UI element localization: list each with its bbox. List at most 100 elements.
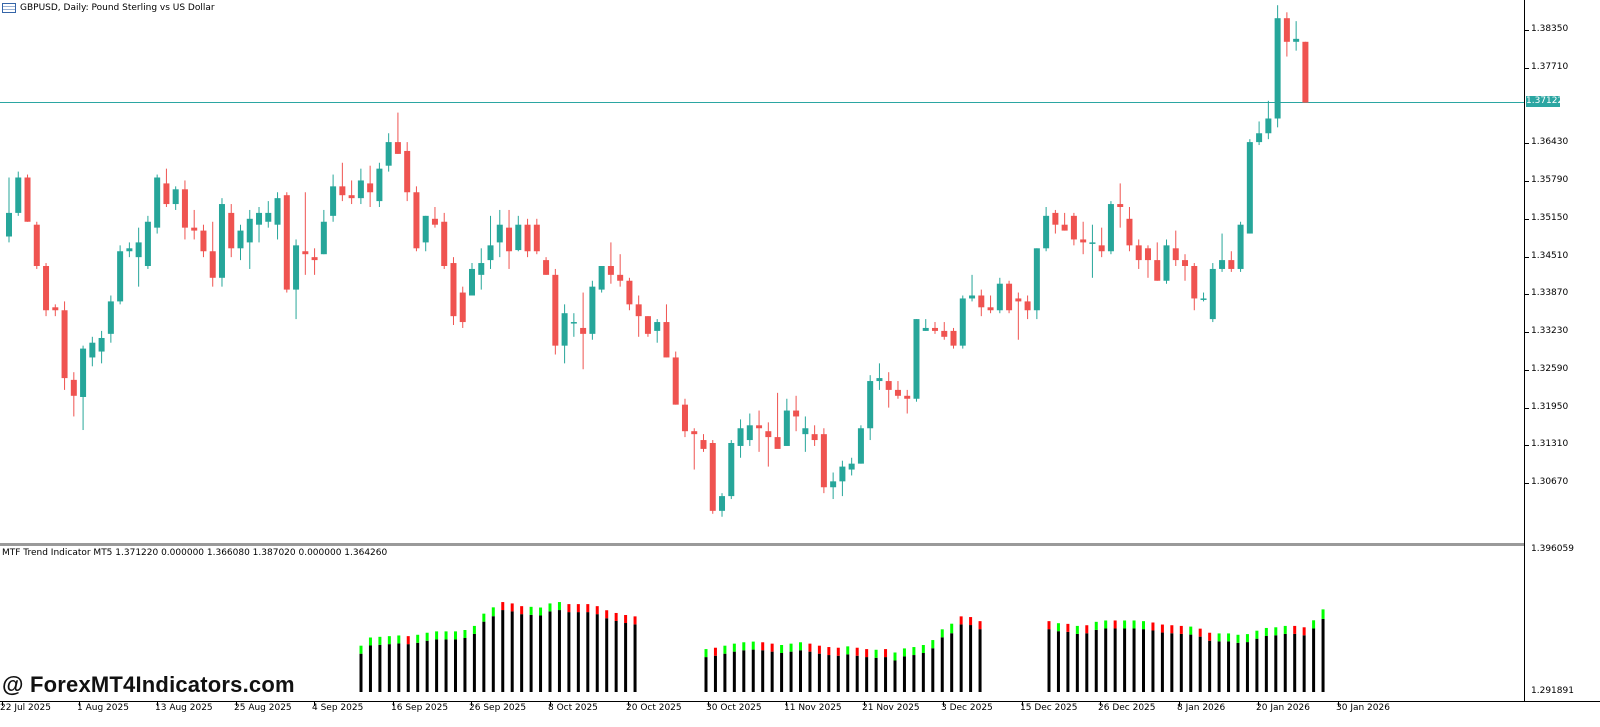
candle-bull[interactable] — [1237, 224, 1244, 269]
candle-bear[interactable] — [543, 260, 550, 275]
candle-bull[interactable] — [237, 230, 244, 249]
candle-bull[interactable] — [802, 428, 809, 435]
candle-bear[interactable] — [1080, 239, 1087, 243]
candle-bear[interactable] — [1024, 301, 1031, 311]
candle-bear[interactable] — [441, 221, 448, 266]
candle-bull[interactable] — [830, 481, 837, 488]
candle-bear[interactable] — [228, 212, 235, 249]
candle-bull[interactable] — [1256, 133, 1263, 143]
candle-bull[interactable] — [144, 221, 151, 266]
candle-bear[interactable] — [200, 230, 207, 252]
candle-bear[interactable] — [283, 195, 290, 290]
candle-bull[interactable] — [857, 428, 864, 464]
candle-bear[interactable] — [709, 443, 716, 511]
candle-bull[interactable] — [117, 251, 124, 302]
candle-bull[interactable] — [876, 378, 883, 382]
candle-bear[interactable] — [617, 274, 624, 281]
candle-bear[interactable] — [1283, 18, 1290, 42]
candle-bull[interactable] — [6, 212, 12, 237]
candle-bull[interactable] — [737, 428, 744, 446]
candle-bull[interactable] — [913, 319, 920, 399]
candle-bear[interactable] — [339, 186, 346, 196]
candle-bear[interactable] — [302, 251, 309, 255]
candle-bear[interactable] — [904, 395, 911, 399]
candle-bear[interactable] — [941, 330, 948, 337]
candle-bull[interactable] — [1265, 118, 1272, 134]
candle-bear[interactable] — [811, 434, 818, 441]
candle-bull[interactable] — [839, 466, 846, 482]
pane-separator[interactable] — [0, 543, 1600, 546]
candle-bull[interactable] — [1200, 298, 1207, 300]
candle-bear[interactable] — [404, 150, 411, 193]
candle-bear[interactable] — [691, 431, 698, 435]
candle-bear[interactable] — [552, 274, 559, 346]
candle-bull[interactable] — [246, 218, 253, 243]
candle-bull[interactable] — [867, 381, 874, 429]
candle-bull[interactable] — [589, 286, 596, 334]
candle-bear[interactable] — [978, 295, 985, 308]
candle-bear[interactable] — [644, 316, 651, 334]
candle-bear[interactable] — [1070, 215, 1077, 240]
candle-bear[interactable] — [1135, 245, 1142, 261]
candle-bull[interactable] — [1043, 215, 1050, 249]
candle-bear[interactable] — [756, 425, 763, 429]
candle-bull[interactable] — [385, 142, 392, 166]
candle-bull[interactable] — [515, 224, 522, 251]
candle-bear[interactable] — [580, 327, 587, 334]
candle-bull[interactable] — [107, 301, 114, 334]
candle-bull[interactable] — [135, 242, 142, 258]
candle-bull[interactable] — [218, 204, 225, 278]
candle-bear[interactable] — [635, 304, 642, 317]
candle-bear[interactable] — [70, 379, 77, 396]
time-axis[interactable]: 22 Jul 2025 1 Aug 2025 13 Aug 2025 25 Aug 2… — [0, 701, 1600, 727]
candle-bear[interactable] — [1144, 248, 1151, 261]
candle-bear[interactable] — [24, 177, 31, 222]
candle-bull[interactable] — [1163, 245, 1170, 281]
candle-bull[interactable] — [487, 245, 494, 261]
candle-bear[interactable] — [987, 307, 994, 311]
candle-bull[interactable] — [1246, 142, 1253, 234]
candle-bear[interactable] — [672, 357, 679, 405]
candle-bull[interactable] — [330, 186, 337, 216]
candle-bull[interactable] — [274, 198, 281, 225]
candle-bull[interactable] — [422, 215, 429, 243]
candle-bull[interactable] — [848, 463, 855, 470]
candle-bull[interactable] — [1274, 18, 1281, 119]
candle-bear[interactable] — [681, 404, 688, 432]
candle-bull[interactable] — [496, 224, 503, 243]
candle-bear[interactable] — [506, 227, 513, 252]
candle-bear[interactable] — [1182, 260, 1189, 266]
candle-bear[interactable] — [533, 224, 540, 252]
candle-bull[interactable] — [265, 212, 272, 222]
candle-bull[interactable] — [969, 295, 976, 299]
candle-bear[interactable] — [191, 227, 198, 231]
candle-bear[interactable] — [1228, 260, 1235, 269]
candle-bear[interactable] — [367, 183, 374, 193]
candle-bear[interactable] — [1117, 204, 1124, 207]
candle-bear[interactable] — [394, 142, 401, 154]
candle-bear[interactable] — [348, 195, 355, 199]
candle-bear[interactable] — [820, 434, 827, 488]
candle-bull[interactable] — [783, 410, 790, 446]
candle-bull[interactable] — [469, 268, 475, 296]
candle-bull[interactable] — [256, 212, 263, 225]
candle-bear[interactable] — [431, 218, 438, 225]
candle-bear[interactable] — [774, 437, 781, 449]
candle-bear[interactable] — [1006, 283, 1013, 311]
candle-bull[interactable] — [1209, 268, 1216, 320]
candle-bear[interactable] — [765, 431, 772, 438]
candle-bull[interactable] — [293, 245, 300, 290]
candle-bear[interactable] — [700, 440, 707, 449]
candle-bull[interactable] — [357, 180, 364, 199]
candle-bull[interactable] — [15, 177, 22, 213]
candle-bear[interactable] — [793, 410, 800, 417]
candle-bear[interactable] — [607, 266, 614, 275]
price-axis[interactable]: 1.38350 1.37710 1.36430 1.35790 1.35150 1.345… — [1524, 0, 1600, 701]
candle-bear[interactable] — [61, 310, 68, 379]
candle-bear[interactable] — [1052, 212, 1059, 225]
candle-bull[interactable] — [598, 266, 605, 290]
candle-bear[interactable] — [413, 192, 420, 249]
price-chart-pane[interactable] — [0, 0, 1524, 543]
candle-bull[interactable] — [746, 425, 753, 441]
candle-bear[interactable] — [33, 224, 40, 266]
